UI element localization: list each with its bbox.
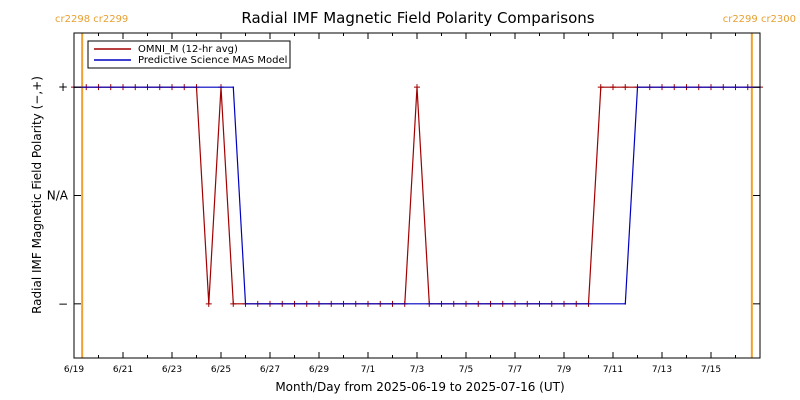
legend-box (87, 40, 291, 69)
x-tick-label: 6/23 (162, 365, 182, 375)
legend: OMNI_M (12-hr avg) Predictive Science MA… (87, 40, 291, 69)
series-line-omni (74, 86, 760, 305)
x-tick-label: 7/9 (557, 365, 572, 375)
data-point-mas (244, 303, 247, 305)
data-point-mas (624, 303, 627, 305)
x-axis-label: Month/Day from 2025-06-19 to 2025-07-16 … (275, 380, 564, 394)
x-tick-label: 7/5 (459, 365, 473, 375)
data-point-omni (622, 84, 629, 91)
y-axis-label: Radial IMF Magnetic Field Polarity (−,+) (30, 76, 44, 314)
x-tick-label: 6/25 (211, 365, 231, 375)
x-tick-label: 7/7 (508, 365, 522, 375)
x-tick-label: 7/11 (603, 365, 623, 375)
x-tick-label: 7/15 (701, 365, 721, 375)
data-point-omni (414, 84, 420, 91)
chart-title: Radial IMF Magnetic Field Polarity Compa… (241, 9, 594, 27)
data-point-omni (205, 300, 212, 307)
carrington-label: cr2299 cr2300 (723, 14, 796, 25)
x-tick-label: 6/21 (113, 365, 133, 375)
y-tick-label: − (58, 297, 68, 311)
y-tick-label: + (58, 80, 68, 94)
legend-label-mas: Predictive Science MAS Model (138, 55, 287, 66)
x-tick-label: 6/29 (309, 365, 329, 375)
x-tick-label: 7/1 (361, 365, 375, 375)
legend-label-omni: OMNI_M (12-hr avg) (138, 44, 238, 55)
carrington-label: cr2298 cr2299 (55, 14, 128, 25)
y-tick-label: N/A (47, 189, 69, 203)
data-point-mas (232, 86, 235, 88)
data-point-omni (610, 84, 616, 91)
plot-frame (73, 32, 761, 359)
x-tick-label: 7/13 (652, 365, 672, 375)
x-tick-label: 7/3 (410, 365, 424, 375)
data-point-mas (220, 86, 222, 88)
data-point-omni (230, 300, 237, 307)
data-point-mas (636, 86, 639, 88)
x-tick-label: 6/19 (64, 365, 84, 375)
series-line-mas (74, 86, 760, 305)
data-point-omni (597, 84, 604, 91)
x-tick-label: 6/27 (260, 365, 280, 375)
